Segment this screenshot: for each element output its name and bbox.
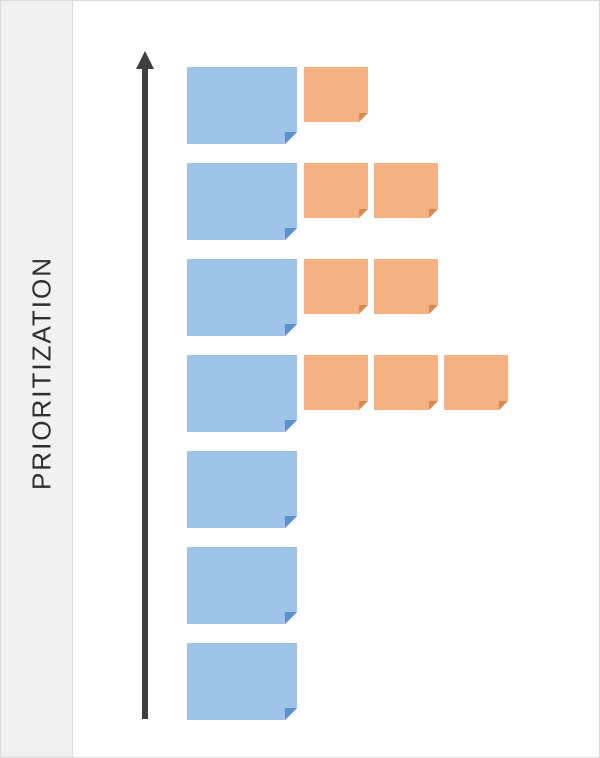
note-fold: [359, 401, 368, 410]
blue-sticky-note: [187, 547, 297, 624]
blue-sticky-note: [187, 355, 297, 432]
blue-sticky-note: [187, 259, 297, 336]
orange-sticky-note: [444, 355, 508, 410]
orange-sticky-note: [304, 259, 368, 314]
blue-sticky-note: [187, 643, 297, 720]
arrow-head: [136, 51, 154, 69]
note-fold: [429, 305, 438, 314]
note-fold: [359, 113, 368, 122]
note-fold: [499, 401, 508, 410]
note-fold: [429, 401, 438, 410]
orange-sticky-note: [374, 259, 438, 314]
note-fold: [359, 305, 368, 314]
note-fold: [359, 209, 368, 218]
note-fold: [285, 324, 297, 336]
orange-sticky-note: [304, 355, 368, 410]
arrow-shaft: [142, 67, 148, 719]
prioritization-label: PRIORITIZATION: [27, 256, 58, 490]
blue-sticky-note: [187, 163, 297, 240]
priority-arrow: [135, 51, 155, 719]
orange-sticky-note: [304, 163, 368, 218]
note-fold: [429, 209, 438, 218]
note-fold: [285, 132, 297, 144]
note-fold: [285, 612, 297, 624]
note-fold: [285, 516, 297, 528]
orange-sticky-note: [374, 163, 438, 218]
orange-sticky-note: [374, 355, 438, 410]
note-fold: [285, 228, 297, 240]
orange-sticky-note: [304, 67, 368, 122]
side-panel: PRIORITIZATION: [1, 1, 73, 757]
blue-sticky-note: [187, 67, 297, 144]
blue-sticky-note: [187, 451, 297, 528]
note-fold: [285, 708, 297, 720]
note-fold: [285, 420, 297, 432]
